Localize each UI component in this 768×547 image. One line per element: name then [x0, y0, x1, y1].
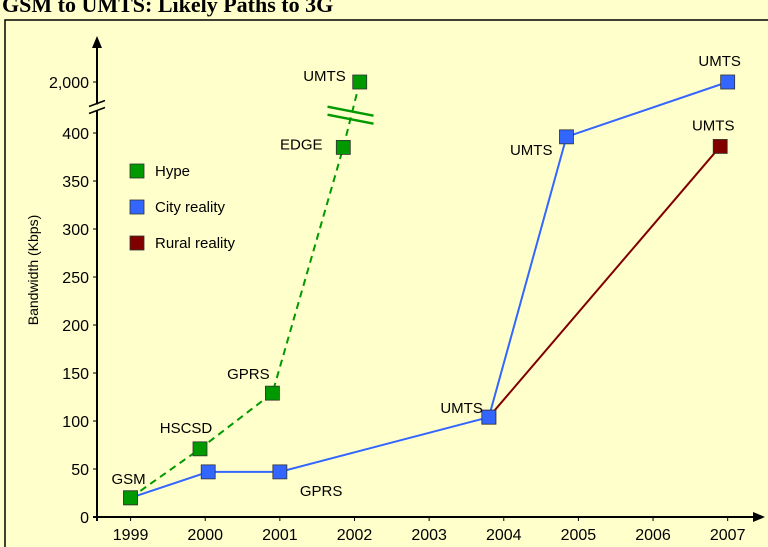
- y-tick-label: 100: [62, 414, 89, 431]
- point-label: GSM: [112, 471, 146, 488]
- point-label: GPRS: [227, 366, 270, 383]
- marker: [200, 464, 216, 480]
- y-tick-label: 50: [71, 462, 89, 479]
- point-label: UMTS: [698, 53, 741, 70]
- point-label: UMTS: [692, 117, 735, 134]
- legend-swatch: [129, 163, 145, 179]
- line-break-mark: [327, 113, 374, 125]
- point-label: GPRS: [300, 483, 343, 500]
- y-tick-label: 200: [62, 318, 89, 335]
- y-tick-label: 300: [62, 222, 89, 239]
- y-tick-label: 2,000: [49, 75, 89, 92]
- series-line: [488, 145, 721, 418]
- x-tick-label: 2005: [561, 527, 597, 544]
- marker: [481, 409, 497, 425]
- point-label: UMTS: [303, 68, 346, 85]
- x-tick-label: 1999: [113, 527, 149, 544]
- axis-break-mark: [88, 106, 106, 115]
- point-label: UMTS: [510, 142, 553, 159]
- x-tick-label: 2001: [262, 527, 298, 544]
- x-tick-label: 2003: [411, 527, 447, 544]
- x-tick-label: 2000: [187, 527, 223, 544]
- marker: [559, 129, 574, 145]
- y-tick-label: 350: [62, 174, 89, 191]
- x-tick-label: 2006: [635, 527, 671, 544]
- y-axis-label: Bandwidth (Kbps): [25, 215, 41, 326]
- y-tick-label: 400: [62, 126, 89, 143]
- legend-swatch: [129, 235, 145, 251]
- line-break-mark: [327, 105, 374, 117]
- marker: [335, 139, 351, 155]
- x-tick-label: 2007: [710, 527, 746, 544]
- point-label: UMTS: [440, 400, 483, 417]
- x-tick-label: 2004: [486, 527, 522, 544]
- marker: [192, 441, 208, 457]
- chart-title: GSM to UMTS: Likely Paths to 3G: [2, 0, 333, 17]
- series-line: [130, 81, 729, 499]
- x-axis-arrow: [753, 512, 765, 522]
- legend-swatch: [129, 199, 145, 215]
- marker: [720, 74, 736, 90]
- axis-break-gap: [91, 104, 103, 111]
- point-label: EDGE: [280, 136, 323, 153]
- y-tick-label: 150: [62, 366, 89, 383]
- legend-label: Hype: [155, 163, 190, 180]
- legend-label: City reality: [155, 199, 226, 216]
- marker: [272, 464, 288, 480]
- point-label: HSCSD: [160, 420, 213, 437]
- marker: [264, 385, 280, 401]
- marker: [712, 139, 728, 154]
- axis-break-mark: [88, 99, 106, 108]
- marker: [352, 74, 368, 90]
- y-tick-label: 0: [80, 510, 89, 527]
- x-tick-label: 2002: [337, 527, 373, 544]
- y-axis-arrow: [92, 36, 102, 48]
- chart-frame: [4, 19, 768, 547]
- y-tick-label: 250: [62, 270, 89, 287]
- marker: [123, 490, 138, 506]
- legend-label: Rural reality: [155, 235, 236, 252]
